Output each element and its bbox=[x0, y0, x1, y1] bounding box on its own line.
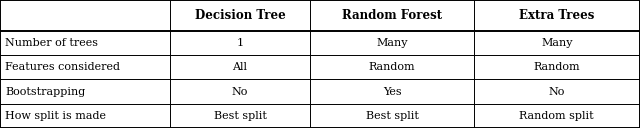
Text: Number of trees: Number of trees bbox=[5, 38, 98, 48]
Text: Yes: Yes bbox=[383, 87, 401, 97]
Text: Many: Many bbox=[376, 38, 408, 48]
Text: Random: Random bbox=[369, 62, 415, 72]
Text: Random split: Random split bbox=[520, 111, 594, 121]
Text: Extra Trees: Extra Trees bbox=[519, 9, 595, 22]
Text: Best split: Best split bbox=[365, 111, 419, 121]
Text: All: All bbox=[232, 62, 248, 72]
Text: Decision Tree: Decision Tree bbox=[195, 9, 285, 22]
Text: No: No bbox=[232, 87, 248, 97]
Text: No: No bbox=[548, 87, 565, 97]
Text: Random: Random bbox=[534, 62, 580, 72]
Text: Best split: Best split bbox=[214, 111, 266, 121]
Text: Features considered: Features considered bbox=[5, 62, 120, 72]
Text: Many: Many bbox=[541, 38, 573, 48]
Text: 1: 1 bbox=[236, 38, 244, 48]
Text: How split is made: How split is made bbox=[5, 111, 106, 121]
Text: Random Forest: Random Forest bbox=[342, 9, 442, 22]
Text: Bootstrapping: Bootstrapping bbox=[5, 87, 85, 97]
